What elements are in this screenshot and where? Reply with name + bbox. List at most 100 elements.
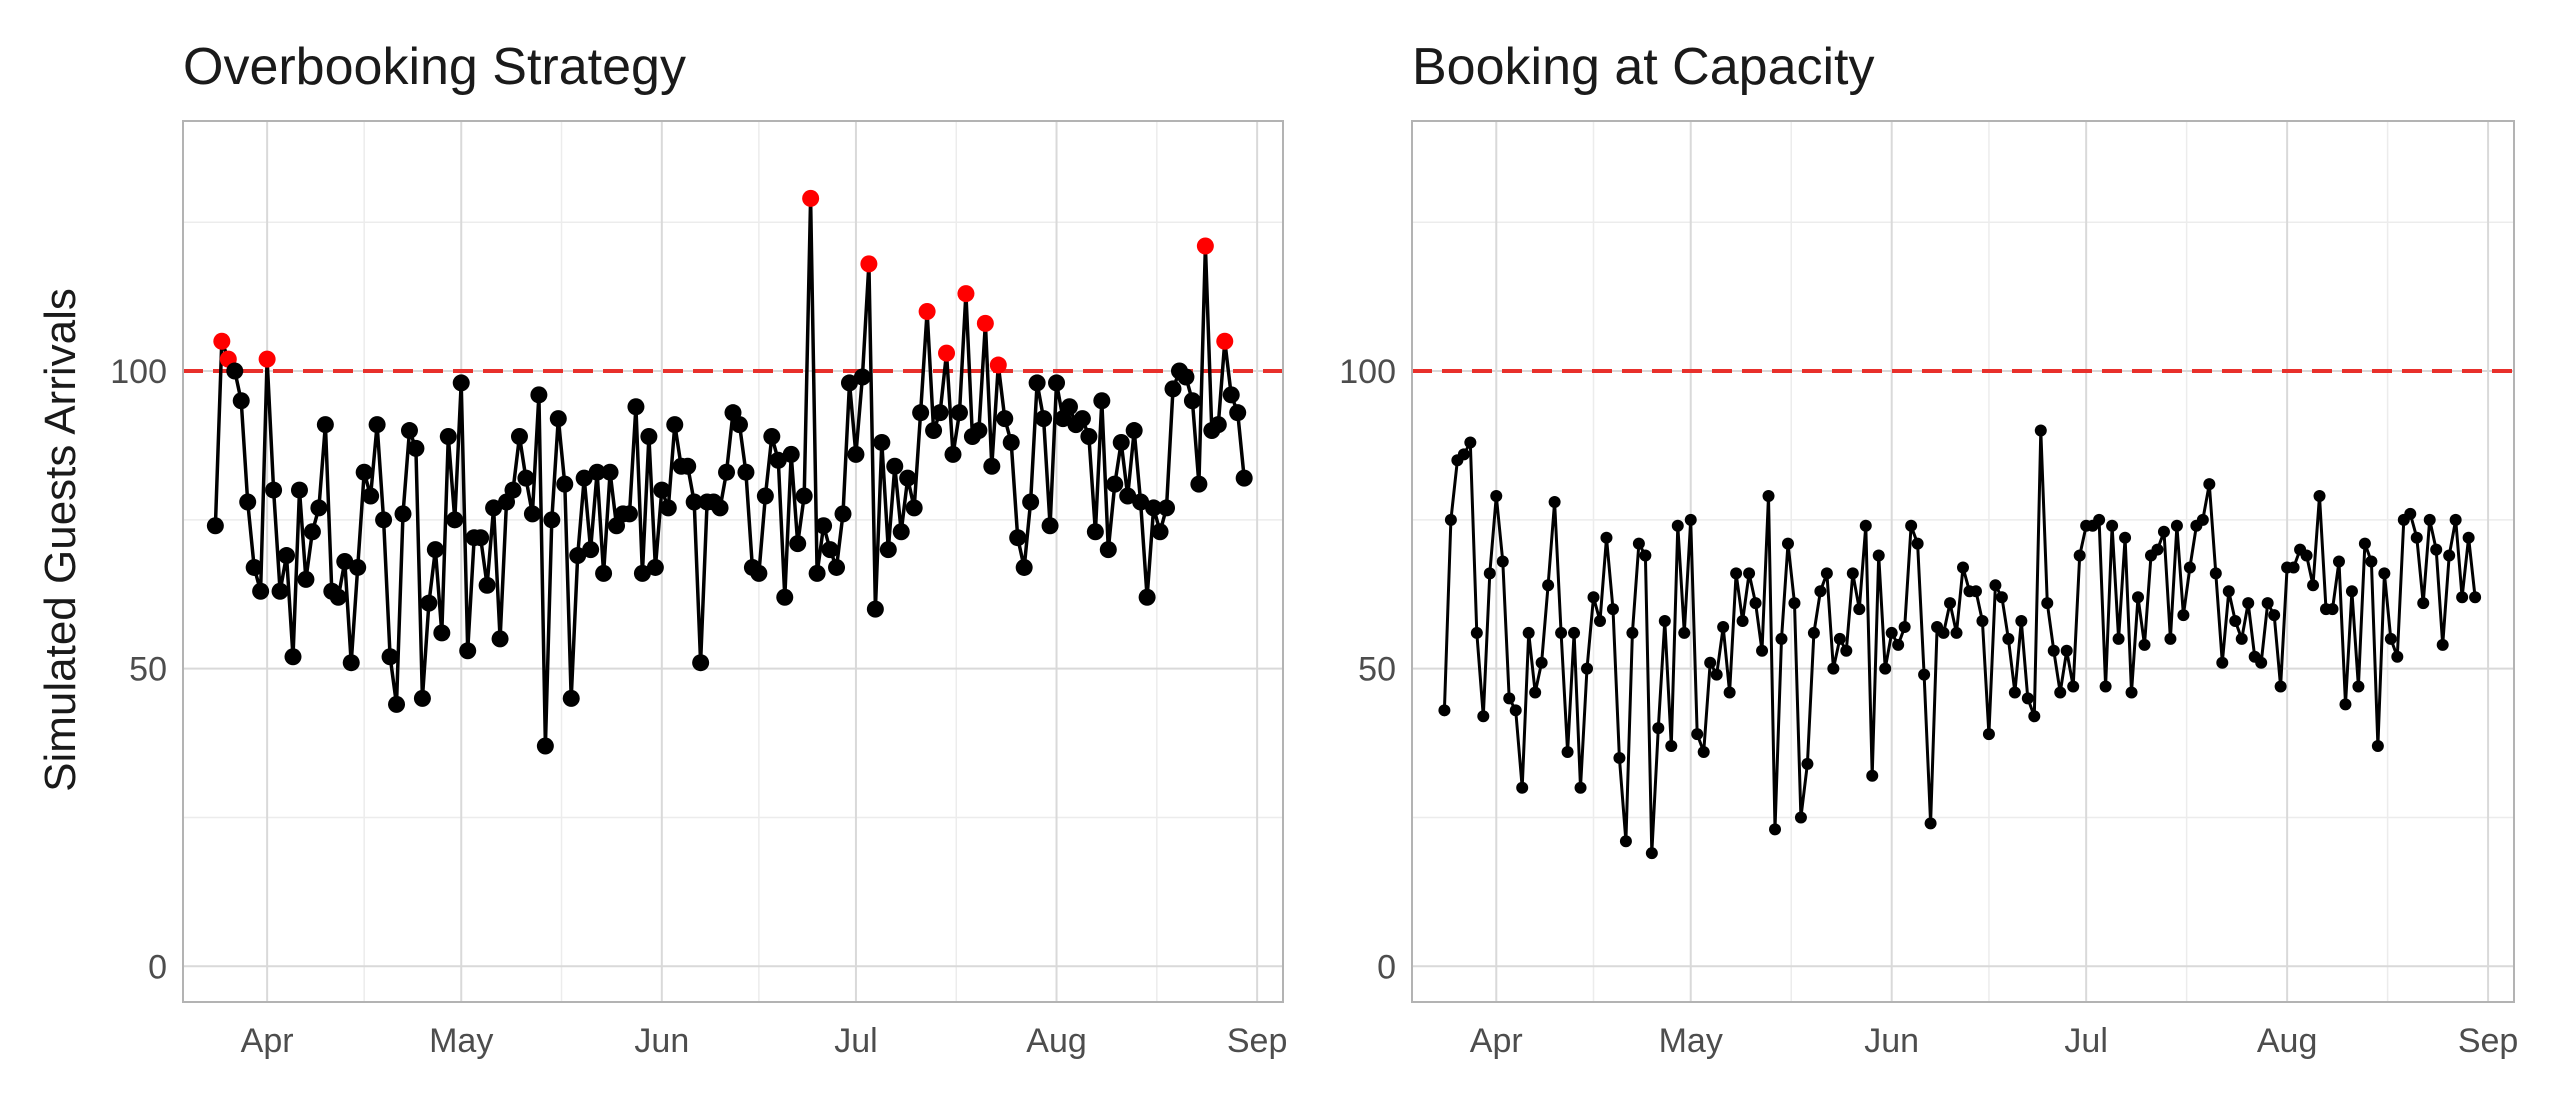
capacity-data-point — [2456, 591, 2469, 604]
capacity-data-point — [2151, 543, 2164, 556]
overbooking-x-tick-label: Apr — [241, 1022, 294, 1060]
overbooking-data-point — [349, 558, 367, 576]
capacity-data-point — [2235, 632, 2248, 645]
capacity-data-point — [2015, 615, 2028, 628]
capacity-data-point — [2157, 525, 2170, 538]
overbooking-data-point — [1073, 410, 1091, 428]
overbooking-panel: 0 50 100 Apr May Jun Jul Aug Sep Overbooking Stra… — [110, 38, 1287, 1060]
overbooking-panel-border — [182, 120, 1284, 1003]
capacity-data-point — [1969, 585, 1982, 598]
capacity-data-point — [1535, 656, 1548, 669]
capacity-data-point — [1671, 519, 1684, 532]
capacity-x-tick-label: Sep — [2458, 1022, 2519, 1060]
capacity-data-point — [2404, 507, 2417, 520]
overbooking-data-point — [472, 529, 490, 547]
overbooking-data-point — [316, 416, 334, 434]
capacity-data-point — [2209, 567, 2222, 580]
capacity-x-tick-label: Aug — [2257, 1022, 2318, 1060]
capacity-data-point — [1749, 597, 1762, 610]
capacity-data-point — [1898, 620, 1911, 633]
overbooking-data-point — [601, 463, 619, 481]
capacity-data-point — [1853, 603, 1866, 616]
capacity-data-point — [1866, 769, 1879, 782]
overbooking-data-point — [226, 362, 244, 380]
capacity-data-point — [2358, 537, 2371, 550]
overbooking-data-point — [303, 523, 321, 541]
overbooking-data-point — [1041, 517, 1059, 535]
capacity-data-point — [1632, 537, 1645, 550]
overbooking-data-point — [840, 374, 858, 392]
overbooking-data-point — [750, 564, 768, 582]
overbooking-data-point — [853, 368, 871, 386]
capacity-data-point — [1710, 668, 1723, 681]
overbooking-data-point — [459, 642, 477, 660]
capacity-data-point — [2034, 424, 2047, 437]
capacity-data-point — [1743, 567, 1756, 580]
capacity-data-point — [1678, 626, 1691, 639]
overbooking-data-point — [666, 416, 684, 434]
overbooking-data-point — [400, 422, 418, 440]
capacity-data-point — [1794, 811, 1807, 824]
capacity-data-point — [1957, 561, 1969, 574]
overbooking-data-point — [394, 505, 412, 523]
capacity-data-point — [2112, 632, 2125, 645]
overbooking-data-point — [879, 541, 897, 559]
capacity-data-point — [1717, 620, 1730, 633]
overbooking-data-point — [336, 553, 354, 570]
capacity-data-point — [1950, 626, 1963, 639]
overbooking-data-point — [1048, 374, 1066, 392]
overbooking-data-point — [310, 499, 328, 517]
overbooking-data-point — [271, 582, 289, 600]
overbooking-data-point — [847, 445, 865, 463]
overbooking-data-point — [970, 422, 988, 440]
overbooking-x-tick-label: Sep — [1227, 1022, 1288, 1060]
overbooking-data-point — [1002, 433, 1020, 451]
capacity-data-point — [2203, 478, 2216, 491]
overbooking-data-point — [252, 582, 270, 600]
capacity-data-point — [1905, 519, 1918, 532]
overbooking-data-point — [763, 427, 781, 445]
capacity-data-point — [1775, 632, 1788, 645]
capacity-data-point — [1781, 537, 1794, 550]
overbooking-data-point — [562, 689, 580, 707]
capacity-data-point — [2352, 680, 2365, 693]
overbooking-data-point — [899, 469, 917, 487]
overbooking-data-point — [297, 570, 315, 588]
capacity-data-point — [1995, 591, 2008, 604]
capacity-data-point — [1619, 835, 1632, 848]
capacity-data-point — [2255, 656, 2268, 669]
capacity-data-point — [1697, 745, 1710, 758]
overbooking-data-point — [375, 511, 393, 529]
capacity-data-point — [1652, 722, 1665, 735]
overbooking-data-point — [245, 558, 263, 576]
overbooking-data-point — [278, 547, 296, 565]
capacity-data-point — [2378, 567, 2391, 580]
overbooking-data-point — [452, 374, 470, 392]
overbooking-data-point — [206, 517, 224, 535]
capacity-data-point — [2106, 519, 2119, 532]
capacity-data-point — [2008, 686, 2021, 699]
capacity-data-point — [2313, 490, 2326, 503]
overbooking-data-point — [569, 547, 587, 565]
overbooking-data-point — [769, 451, 787, 469]
capacity-data-point — [1872, 549, 1885, 562]
overbooking-data-point — [1086, 523, 1104, 541]
overbooking-over-capacity-point — [976, 314, 994, 332]
overbooking-data-point — [782, 445, 800, 463]
capacity-data-point — [1691, 728, 1704, 741]
capacity-data-point — [1937, 626, 1950, 639]
overbooking-data-point — [711, 499, 729, 517]
overbooking-data-point — [491, 630, 509, 648]
overbooking-data-point — [355, 463, 373, 481]
overbooking-data-point — [1035, 410, 1053, 428]
capacity-x-tick-label: May — [1659, 1022, 1723, 1060]
overbooking-data-point — [588, 463, 606, 481]
overbooking-data-point — [1158, 499, 1176, 517]
overbooking-over-capacity-point — [1196, 237, 1214, 255]
overbooking-data-point — [575, 469, 593, 487]
overbooking-data-point — [342, 654, 360, 672]
capacity-data-point — [2119, 531, 2132, 544]
capacity-data-point — [1827, 662, 1840, 675]
overbooking-data-point — [834, 505, 852, 523]
capacity-data-point — [1457, 448, 1470, 461]
